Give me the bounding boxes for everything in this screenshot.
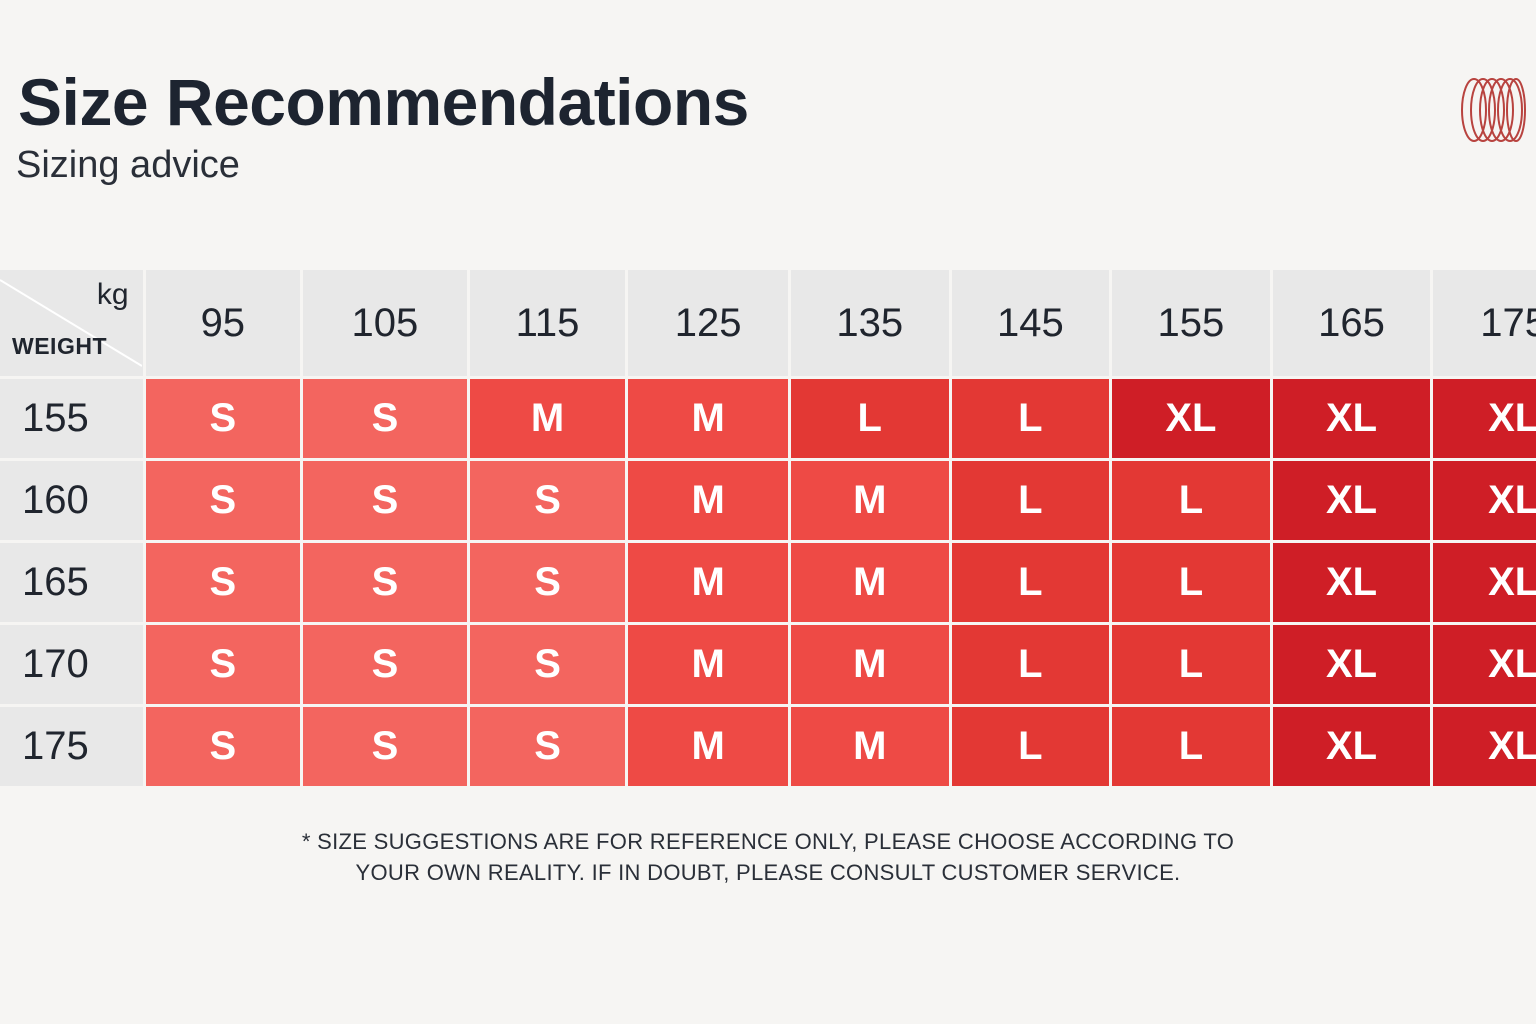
size-cell: M (790, 625, 949, 707)
size-cell: M (790, 707, 949, 789)
size-cell: S (303, 543, 467, 625)
diagonal-divider (0, 279, 142, 367)
weight-header-row: kg WEIGHT 95 105 115 125 135 145 155 165 175 (0, 270, 1536, 379)
footnote: * SIZE SUGGESTIONS ARE FOR REFERENCE ONL… (0, 826, 1536, 888)
size-cell: S (145, 379, 301, 461)
size-cell: L (1112, 707, 1270, 789)
size-cell: L (790, 379, 949, 461)
size-cell: S (303, 707, 467, 789)
table-row: 170 S S S M M L L XL XL (0, 625, 1536, 707)
footnote-line-1: * SIZE SUGGESTIONS ARE FOR REFERENCE ONL… (301, 829, 1235, 854)
size-cell: L (1112, 461, 1270, 543)
size-cell: S (145, 707, 301, 789)
weight-column-header: 175 (1433, 270, 1536, 379)
size-cell: XL (1433, 379, 1536, 461)
size-cell: S (303, 461, 467, 543)
size-cell: XL (1433, 543, 1536, 625)
corner-unit-label: kg (96, 278, 129, 311)
weight-column-header: 105 (303, 270, 467, 379)
size-cell: S (145, 625, 301, 707)
corner-axis-label: WEIGHT (12, 333, 107, 359)
coil-rings-icon (1458, 76, 1528, 144)
size-cell: M (628, 379, 788, 461)
page-subtitle: Sizing advice (16, 144, 240, 186)
size-cell: L (951, 461, 1110, 543)
size-cell: M (790, 461, 949, 543)
weight-column-header: 145 (951, 270, 1110, 379)
size-cell: XL (1272, 379, 1431, 461)
size-cell: S (145, 461, 301, 543)
height-row-label: 165 (0, 543, 143, 625)
size-cell: S (469, 707, 626, 789)
size-cell: XL (1433, 461, 1536, 543)
size-cell: L (951, 707, 1110, 789)
size-cell: XL (1272, 461, 1431, 543)
page-title: Size Recommendations (18, 65, 749, 139)
table-row: 160 S S S M M L L XL XL (0, 461, 1536, 543)
size-cell: S (145, 543, 301, 625)
size-cell: XL (1272, 543, 1431, 625)
weight-column-header: 135 (790, 270, 949, 379)
size-cell: XL (1433, 707, 1536, 789)
size-cell: L (951, 379, 1110, 461)
size-cell: L (951, 625, 1110, 707)
size-cell: M (628, 461, 788, 543)
size-grid: kg WEIGHT 95 105 115 125 135 145 155 165 175 155… (0, 270, 1536, 790)
size-cell: L (951, 543, 1110, 625)
size-cell: XL (1272, 625, 1431, 707)
size-cell: M (790, 543, 949, 625)
size-cell: S (469, 461, 626, 543)
size-cell: XL (1433, 625, 1536, 707)
size-cell: XL (1112, 379, 1270, 461)
weight-column-header: 115 (469, 270, 626, 379)
size-cell: L (1112, 625, 1270, 707)
size-cell: S (469, 625, 626, 707)
height-row-label: 175 (0, 707, 143, 789)
corner-header-cell: kg WEIGHT (0, 270, 143, 379)
size-cell: M (628, 543, 788, 625)
size-cell: L (1112, 543, 1270, 625)
table-row: 175 S S S M M L L XL XL (0, 707, 1536, 789)
size-cell: M (628, 625, 788, 707)
size-cell: S (469, 543, 626, 625)
table-row: 155 S S M M L L XL XL XL (0, 379, 1536, 461)
footnote-line-2: YOUR OWN REALITY. IF IN DOUBT, PLEASE CO… (355, 860, 1181, 885)
size-cell: S (303, 379, 467, 461)
size-cell: S (303, 625, 467, 707)
height-row-label: 170 (0, 625, 143, 707)
height-row-label: 160 (0, 461, 143, 543)
size-cell: M (628, 707, 788, 789)
weight-column-header: 165 (1272, 270, 1431, 379)
height-row-label: 155 (0, 379, 143, 461)
size-cell: XL (1272, 707, 1431, 789)
weight-column-header: 125 (628, 270, 788, 379)
weight-column-header: 95 (145, 270, 301, 379)
weight-column-header: 155 (1112, 270, 1270, 379)
table-row: 165 S S S M M L L XL XL (0, 543, 1536, 625)
size-cell: M (469, 379, 626, 461)
